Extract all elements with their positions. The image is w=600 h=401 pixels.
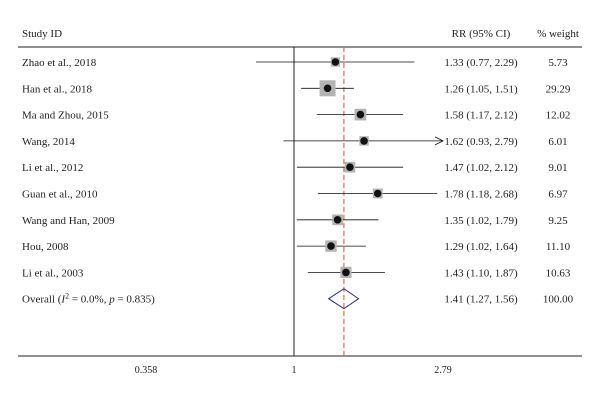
- study-label: Zhao et al., 2018: [22, 57, 97, 69]
- rr-ci-value: 1.26 (1.05, 1.51): [444, 83, 518, 95]
- overall-label: Overall (I2 = 0.0%, p = 0.835): [22, 291, 155, 306]
- weight-value: 6.01: [548, 136, 567, 148]
- point-estimate: [331, 58, 340, 66]
- x-tick-label-one: 1: [292, 365, 297, 376]
- header-weight: % weight: [537, 28, 579, 40]
- weight-value: 6.97: [548, 189, 568, 201]
- weight-value: 10.63: [546, 267, 571, 279]
- rr-ci-value: 1.33 (0.77, 2.29): [444, 57, 518, 69]
- study-label: Wang and Han, 2009: [22, 215, 115, 227]
- weight-value: 5.73: [548, 57, 568, 69]
- rr-ci-value: 1.43 (1.10, 1.87): [444, 267, 518, 279]
- weight-value: 9.25: [548, 215, 568, 227]
- rr-ci-value: 1.58 (1.17, 2.12): [444, 110, 518, 122]
- rr-ci-value: 1.78 (1.18, 2.68): [444, 189, 518, 201]
- point-estimate: [327, 242, 335, 250]
- point-estimate: [323, 84, 332, 93]
- study-label: Han et al., 2018: [22, 83, 92, 95]
- study-label: Guan et al., 2010: [22, 189, 98, 201]
- rr-ci-value: 1.29 (1.02, 1.64): [444, 241, 518, 253]
- point-estimate: [360, 137, 368, 145]
- study-label: Li et al., 2012: [22, 162, 83, 174]
- plot-marks: Zhao et al., 2018 1.33 (0.77, 2.29) 5.73 Ha…: [22, 47, 574, 356]
- weight-value: 11.10: [546, 241, 571, 253]
- rr-ci-value: 1.35 (1.02, 1.79): [444, 215, 518, 227]
- point-estimate: [342, 268, 350, 277]
- rr-ci-value: 1.62 (0.93, 2.79): [444, 136, 518, 148]
- overall-weight-value: 100.00: [543, 294, 574, 306]
- overall-rr-ci-value: 1.41 (1.27, 1.56): [444, 294, 518, 306]
- x-tick-label-high: 2.79: [434, 365, 452, 376]
- x-tick-label-low: 0.358: [135, 365, 158, 376]
- point-estimate: [373, 189, 382, 198]
- point-estimate: [333, 216, 342, 224]
- weight-value: 9.01: [548, 162, 567, 174]
- weight-value: 12.02: [546, 110, 571, 122]
- point-estimate: [356, 110, 365, 119]
- study-label: Ma and Zhou, 2015: [22, 110, 109, 122]
- rr-ci-value: 1.47 (1.02, 2.12): [444, 162, 518, 174]
- ci-arrow: [434, 136, 444, 146]
- header-study-id: Study ID: [22, 28, 62, 40]
- overall-diamond: [327, 288, 360, 310]
- weight-value: 29.29: [546, 83, 571, 95]
- point-estimate: [346, 163, 354, 171]
- study-label: Hou, 2008: [22, 241, 69, 253]
- study-label: Wang, 2014: [22, 136, 75, 148]
- header-rr-ci: RR (95% CI): [452, 28, 511, 40]
- study-label: Li et al., 2003: [22, 267, 84, 279]
